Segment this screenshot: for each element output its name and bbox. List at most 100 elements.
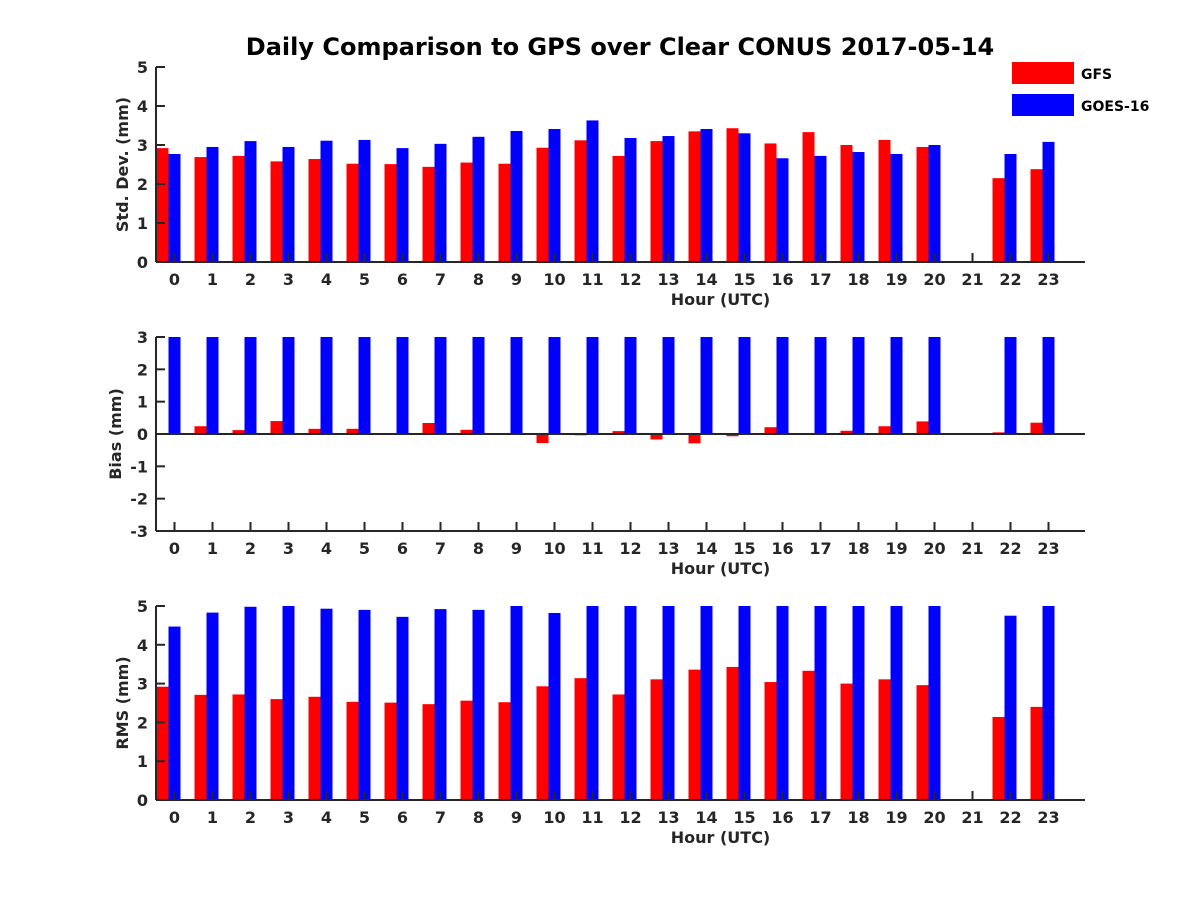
rms-bar-goes16-h9 bbox=[510, 606, 523, 800]
bias-bar-goes16-h6 bbox=[396, 337, 409, 434]
bias-bar-gfs-h15 bbox=[726, 434, 739, 437]
bias-bar-goes16-h2 bbox=[244, 337, 257, 434]
rms-bar-goes16-h8 bbox=[472, 609, 485, 800]
std-bar-goes16-h14 bbox=[700, 129, 713, 262]
std-bar-goes16-h16 bbox=[776, 158, 789, 262]
bias-bar-goes16-h8 bbox=[472, 337, 485, 434]
rms-bar-gfs-h1 bbox=[194, 694, 207, 800]
rms-xtick-label: 21 bbox=[961, 808, 983, 827]
std-xtick-label: 1 bbox=[207, 270, 218, 289]
legend-label-goes16: GOES-16 bbox=[1081, 99, 1149, 115]
bias-bar-goes16-h4 bbox=[320, 337, 333, 434]
legend-swatch-goes16 bbox=[1012, 94, 1074, 116]
std-bar-gfs-h20 bbox=[916, 146, 929, 262]
bias-y-axis-label: Bias (mm) bbox=[106, 388, 125, 480]
bias-xtick-label: 16 bbox=[771, 539, 793, 558]
rms-bar-gfs-h0 bbox=[156, 686, 169, 800]
std-bar-gfs-h7 bbox=[422, 166, 435, 262]
std-xtick-label: 12 bbox=[619, 270, 641, 289]
rms-bar-goes16-h19 bbox=[890, 606, 903, 800]
rms-bar-goes16-h20 bbox=[928, 606, 941, 800]
bias-ytick-label: 1 bbox=[137, 393, 148, 412]
rms-bar-goes16-h23 bbox=[1042, 606, 1055, 800]
bias-bar-goes16-h15 bbox=[738, 337, 751, 434]
std-bar-goes16-h1 bbox=[206, 146, 219, 262]
std-bar-goes16-h3 bbox=[282, 146, 295, 262]
std-xtick-label: 15 bbox=[733, 270, 755, 289]
bias-bar-gfs-h23 bbox=[1030, 422, 1043, 434]
bias-bar-gfs-h5 bbox=[346, 428, 359, 434]
bias-xtick-label: 19 bbox=[885, 539, 907, 558]
bias-xtick-label: 17 bbox=[809, 539, 831, 558]
rms-bar-gfs-h12 bbox=[612, 694, 625, 800]
rms-xtick-label: 3 bbox=[283, 808, 294, 827]
rms-bar-gfs-h14 bbox=[688, 669, 701, 800]
bias-bar-gfs-h8 bbox=[460, 429, 473, 434]
std-bar-goes16-h18 bbox=[852, 152, 865, 262]
bias-ytick-label: -1 bbox=[130, 457, 148, 476]
rms-ytick-label: 0 bbox=[137, 791, 148, 810]
bias-xtick-label: 3 bbox=[283, 539, 294, 558]
bias-ytick-label: -2 bbox=[130, 490, 148, 509]
rms-xtick-label: 20 bbox=[923, 808, 945, 827]
bias-xtick-label: 8 bbox=[473, 539, 484, 558]
bias-xtick-label: 18 bbox=[847, 539, 869, 558]
bias-ytick-label: 2 bbox=[137, 360, 148, 379]
bias-bar-goes16-h10 bbox=[548, 337, 561, 434]
std-x-axis-label: Hour (UTC) bbox=[671, 290, 771, 309]
legend-label-gfs: GFS bbox=[1081, 67, 1112, 83]
rms-bar-gfs-h8 bbox=[460, 700, 473, 800]
std-xtick-label: 6 bbox=[397, 270, 408, 289]
bias-xtick-label: 6 bbox=[397, 539, 408, 558]
rms-bar-goes16-h22 bbox=[1004, 615, 1017, 800]
bias-bar-goes16-h12 bbox=[624, 337, 637, 434]
rms-bar-gfs-h10 bbox=[536, 686, 549, 800]
rms-xtick-label: 0 bbox=[169, 808, 180, 827]
std-xtick-label: 14 bbox=[695, 270, 717, 289]
rms-bar-goes16-h18 bbox=[852, 606, 865, 800]
bias-bar-goes16-h1 bbox=[206, 337, 219, 434]
bias-xtick-label: 15 bbox=[733, 539, 755, 558]
std-bar-goes16-h7 bbox=[434, 143, 447, 262]
bias-bar-gfs-h14 bbox=[688, 434, 701, 444]
std-xtick-label: 13 bbox=[657, 270, 679, 289]
rms-bar-goes16-h16 bbox=[776, 606, 789, 800]
rms-bar-gfs-h15 bbox=[726, 666, 739, 800]
std-bar-gfs-h4 bbox=[308, 159, 321, 262]
bias-xtick-label: 13 bbox=[657, 539, 679, 558]
bias-xtick-label: 1 bbox=[207, 539, 218, 558]
bias-bar-gfs-h1 bbox=[194, 426, 207, 434]
std-xtick-label: 17 bbox=[809, 270, 831, 289]
std-bar-gfs-h18 bbox=[840, 145, 853, 262]
bias-bar-gfs-h10 bbox=[536, 434, 549, 444]
std-bar-goes16-h11 bbox=[586, 120, 599, 263]
std-xtick-label: 10 bbox=[543, 270, 565, 289]
rms-bar-goes16-h17 bbox=[814, 606, 827, 800]
rms-ytick-label: 5 bbox=[137, 597, 148, 616]
std-bar-goes16-h23 bbox=[1042, 141, 1055, 262]
bias-xtick-label: 23 bbox=[1037, 539, 1059, 558]
rms-bar-goes16-h10 bbox=[548, 612, 561, 800]
rms-bar-gfs-h16 bbox=[764, 682, 777, 800]
std-xtick-label: 4 bbox=[321, 270, 332, 289]
std-bar-gfs-h11 bbox=[574, 140, 587, 262]
bias-x-axis-label: Hour (UTC) bbox=[671, 559, 771, 578]
rms-xtick-label: 13 bbox=[657, 808, 679, 827]
bias-bar-gfs-h16 bbox=[764, 427, 777, 434]
bias-ytick-label: 3 bbox=[137, 328, 148, 347]
bias-bar-goes16-h7 bbox=[434, 337, 447, 434]
bias-bar-gfs-h13 bbox=[650, 434, 663, 440]
std-bar-gfs-h8 bbox=[460, 162, 473, 262]
rms-bar-goes16-h4 bbox=[320, 608, 333, 800]
std-bar-goes16-h5 bbox=[358, 139, 371, 262]
bias-bar-goes16-h20 bbox=[928, 337, 941, 434]
std-xtick-label: 23 bbox=[1037, 270, 1059, 289]
std-xtick-label: 16 bbox=[771, 270, 793, 289]
rms-xtick-label: 19 bbox=[885, 808, 907, 827]
std-bar-gfs-h9 bbox=[498, 163, 511, 262]
std-bar-goes16-h8 bbox=[472, 136, 485, 262]
